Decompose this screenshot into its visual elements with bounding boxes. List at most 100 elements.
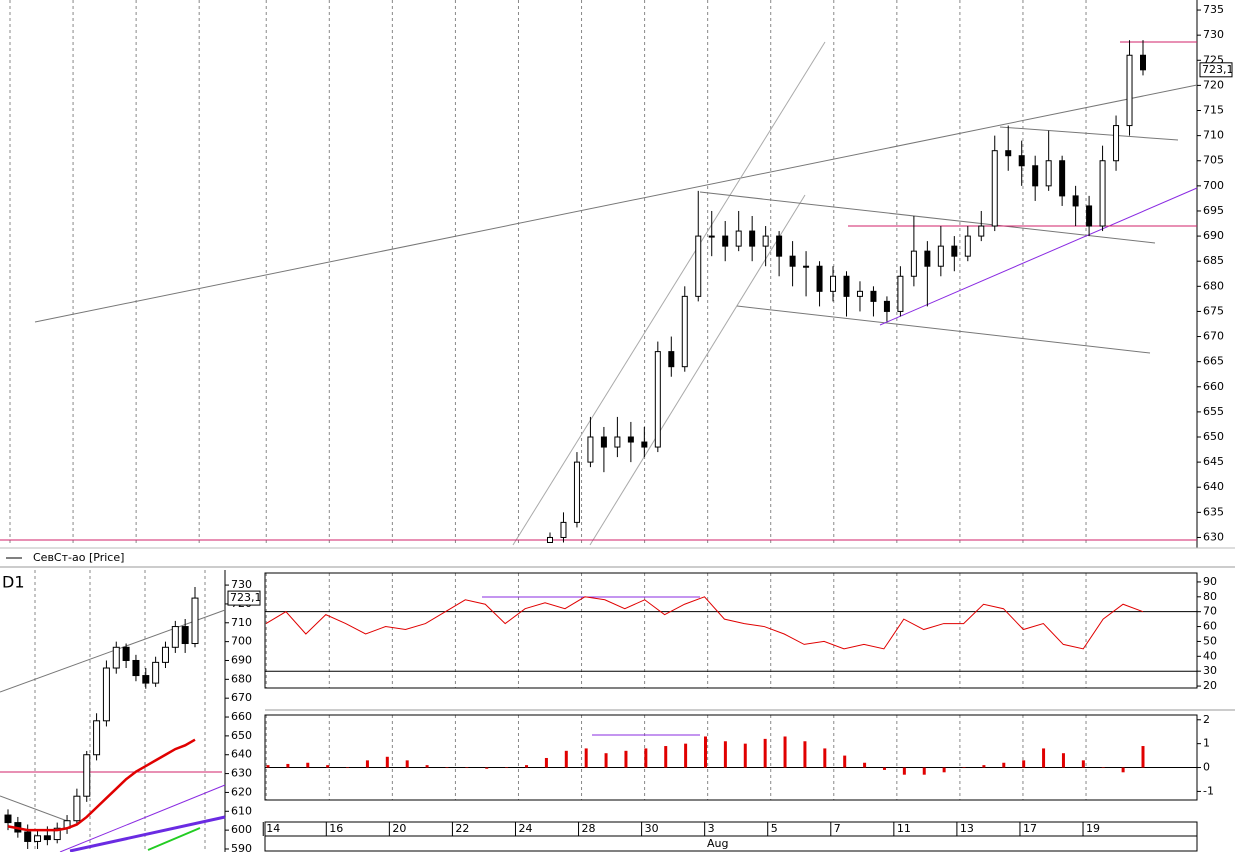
candle-body [681,295,688,368]
y-tick-label: 645 [1203,455,1224,468]
candle-body [910,250,917,277]
histogram-bar [365,760,369,768]
histogram-bar [306,762,310,768]
price-label: 723,1 [1202,63,1234,76]
histogram-bar [902,767,906,775]
candle-body [735,230,742,247]
rsi-line [265,596,1144,650]
histogram-bar [942,767,946,773]
histogram-bar [624,750,628,768]
candle-body [1086,205,1093,227]
y-tick-label: 640 [1203,480,1224,493]
x-tick-label: 22 [455,822,469,835]
histogram-bar [1042,748,1046,768]
y-tick-label: 620 [231,785,252,798]
x-tick-label: 17 [1023,822,1037,835]
candle-body [547,536,553,543]
candle-body [1072,195,1079,207]
candle-body [1113,125,1120,162]
candle-body [964,235,971,257]
candle-body [93,720,101,756]
rsi-frame [264,572,1198,689]
histogram-bar [863,762,867,768]
candle-body [1045,160,1052,187]
histogram-bar [743,743,747,768]
candle-body [171,626,179,648]
candle-body [830,275,837,292]
candle-body [897,275,904,312]
rsi-panel [265,596,1197,672]
y-tick-label: 700 [1203,179,1224,192]
y-tick-label: 90 [1203,575,1217,588]
histogram-bar [405,760,409,768]
moving-average [7,738,196,832]
histogram-bar [505,767,509,769]
histogram-bar [1002,762,1006,768]
y-tick-label: 720 [1203,78,1224,91]
candle-body [4,814,12,824]
d1-panel [4,586,199,849]
candle-body [627,436,634,443]
candle-body [749,230,756,247]
histogram-bar [525,765,529,768]
y-tick-label: 650 [1203,430,1224,443]
x-tick-label: 20 [392,822,406,835]
candle-body [600,436,607,448]
histogram-bar [1081,760,1085,768]
y-tick-label: 635 [1203,505,1224,518]
y-tick-label: 640 [231,748,252,761]
y-tick-label: 680 [231,672,252,685]
candle-body [73,795,81,822]
y-tick-label: 30 [1203,664,1217,677]
y-tick-label: 670 [231,691,252,704]
candle-body [870,290,877,302]
y-tick-label: 690 [1203,229,1224,242]
y-tick-label: 675 [1203,304,1224,317]
candle-body [991,150,998,227]
y-tick-label: 80 [1203,590,1217,603]
histogram-bar [704,736,707,768]
histogram-bar [465,767,469,769]
y-tick-label: 660 [1203,380,1224,393]
y-tick-label: 710 [231,616,252,629]
histogram-bar [823,748,827,768]
y-tick-label: 715 [1203,104,1224,117]
price-label-box [1199,62,1233,78]
y-tick-label: 665 [1203,355,1224,368]
candle-body [883,300,890,312]
candle-body [708,235,715,238]
candle-body [641,441,648,448]
legend-entry: СевСт-ао [Price] [33,551,124,564]
candle-body [937,245,944,267]
y-tick-label: 630 [1203,530,1224,543]
candle-body [34,835,42,842]
ao-frame [264,714,1198,801]
y-tick-label: 710 [1203,129,1224,142]
y-tick-label: 50 [1203,634,1217,647]
histogram-bar [882,767,886,770]
candle-body [856,290,863,297]
d1-trendlines [0,609,226,852]
candle-body [83,754,91,797]
y-tick-label: 2 [1203,713,1210,726]
histogram-bar [1061,753,1065,768]
candle-body [816,265,823,292]
histogram-bar [664,746,668,768]
y-tick-label: 610 [231,804,252,817]
y-tick-label: -1 [1203,784,1214,797]
x-tick-label: 28 [582,822,596,835]
y-tick-label: 0 [1203,761,1210,774]
price-panel [547,40,1146,543]
histogram-bar [385,756,389,768]
y-tick-label: 705 [1203,154,1224,167]
candle-body [24,831,32,842]
price-label-box [227,590,261,606]
candle-body [924,250,931,267]
vertical-grid [9,0,1087,800]
histogram-bar [982,765,986,768]
candle-body [132,659,140,677]
candle-body [112,646,120,669]
candle-body [695,235,702,297]
y-tick-label: 700 [231,635,252,648]
